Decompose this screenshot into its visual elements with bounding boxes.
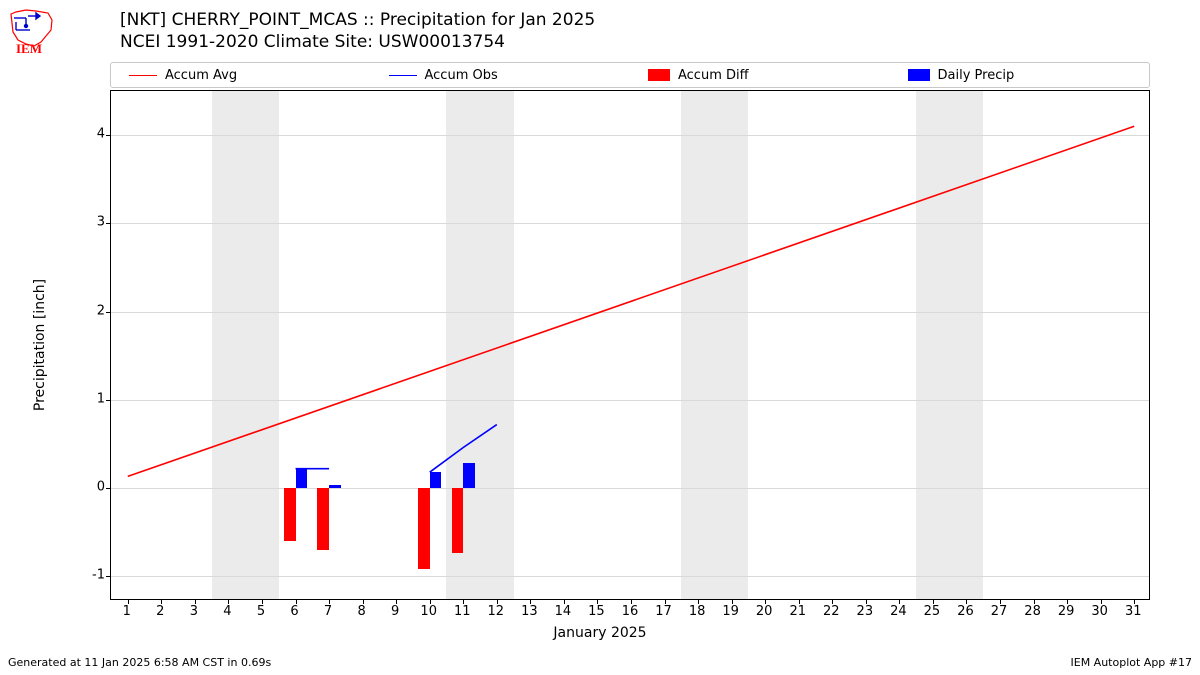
chart-title-line2: NCEI 1991-2020 Climate Site: USW00013754 bbox=[120, 32, 595, 52]
legend-item: Accum Obs bbox=[371, 68, 631, 83]
xtick-label: 26 bbox=[957, 604, 974, 619]
legend-item: Accum Diff bbox=[630, 68, 890, 83]
bar-daily-precip bbox=[430, 472, 442, 488]
xtick-label: 4 bbox=[223, 604, 231, 619]
iem-logo-icon: IEM bbox=[6, 6, 56, 56]
xtick-label: 13 bbox=[521, 604, 538, 619]
y-axis-label: Precipitation [inch] bbox=[32, 279, 48, 411]
bar-accum-diff bbox=[452, 488, 464, 553]
bar-accum-diff bbox=[284, 488, 296, 541]
legend-item: Daily Precip bbox=[890, 68, 1150, 83]
legend: Accum AvgAccum ObsAccum DiffDaily Precip bbox=[110, 62, 1150, 88]
svg-text:IEM: IEM bbox=[16, 41, 42, 56]
xtick-label: 1 bbox=[123, 604, 131, 619]
xtick-label: 23 bbox=[857, 604, 874, 619]
xtick-label: 31 bbox=[1125, 604, 1142, 619]
xtick-label: 28 bbox=[1024, 604, 1041, 619]
bar-daily-precip bbox=[296, 469, 308, 488]
ytick-label: 3 bbox=[75, 215, 105, 230]
ytick-label: 4 bbox=[75, 127, 105, 142]
xtick-label: 5 bbox=[257, 604, 265, 619]
xtick-label: 29 bbox=[1058, 604, 1075, 619]
xtick-label: 19 bbox=[722, 604, 739, 619]
xtick-label: 22 bbox=[823, 604, 840, 619]
xtick-label: 8 bbox=[357, 604, 365, 619]
xtick-label: 20 bbox=[756, 604, 773, 619]
xtick-label: 14 bbox=[555, 604, 572, 619]
xtick-label: 24 bbox=[890, 604, 907, 619]
ytick-label: -1 bbox=[75, 568, 105, 583]
xtick-label: 17 bbox=[655, 604, 672, 619]
xtick-label: 7 bbox=[324, 604, 332, 619]
xtick-label: 9 bbox=[391, 604, 399, 619]
chart-title-line1: [NKT] CHERRY_POINT_MCAS :: Precipitation… bbox=[120, 10, 595, 30]
xtick-label: 11 bbox=[454, 604, 471, 619]
ytick-label: 0 bbox=[75, 480, 105, 495]
xtick-label: 2 bbox=[156, 604, 164, 619]
xtick-label: 25 bbox=[924, 604, 941, 619]
xtick-label: 18 bbox=[689, 604, 706, 619]
line-accum-avg bbox=[128, 126, 1134, 476]
xtick-label: 10 bbox=[420, 604, 437, 619]
ytick-label: 1 bbox=[75, 391, 105, 406]
x-axis-label: January 2025 bbox=[0, 625, 1200, 641]
legend-item: Accum Avg bbox=[111, 68, 371, 83]
footer-timestamp: Generated at 11 Jan 2025 6:58 AM CST in … bbox=[8, 656, 271, 669]
ytick-label: 2 bbox=[75, 303, 105, 318]
xtick-label: 3 bbox=[190, 604, 198, 619]
chart-area bbox=[110, 90, 1150, 600]
xtick-label: 30 bbox=[1091, 604, 1108, 619]
bar-accum-diff bbox=[317, 488, 329, 550]
xtick-label: 21 bbox=[789, 604, 806, 619]
bar-daily-precip bbox=[463, 463, 475, 488]
xtick-label: 12 bbox=[488, 604, 505, 619]
xtick-label: 6 bbox=[290, 604, 298, 619]
xtick-label: 27 bbox=[991, 604, 1008, 619]
footer-app-id: IEM Autoplot App #17 bbox=[1071, 656, 1193, 669]
xtick-label: 16 bbox=[622, 604, 639, 619]
xtick-label: 15 bbox=[588, 604, 605, 619]
bar-daily-precip bbox=[329, 485, 341, 488]
bar-accum-diff bbox=[418, 488, 430, 569]
